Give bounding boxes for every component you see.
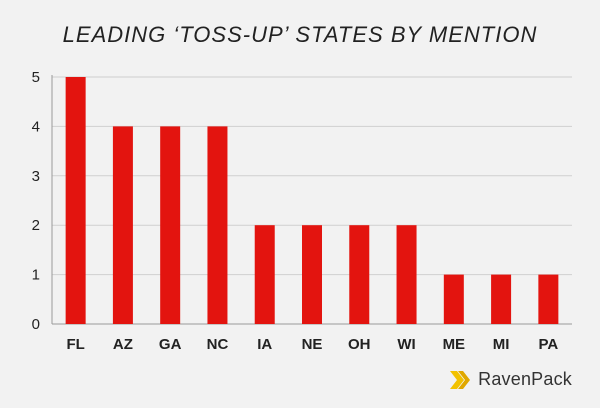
- bar-GA: [160, 126, 181, 325]
- x-tick-label-PA: PA: [538, 336, 558, 353]
- x-tick-labels: FL AZ GA NC IA NE OH WI ME MI PA: [66, 336, 558, 353]
- bar-WI: [396, 225, 417, 324]
- y-tick-label-1: 1: [32, 267, 40, 284]
- x-tick-label-ME: ME: [443, 336, 466, 353]
- ravenpack-logo-icon: [450, 370, 471, 389]
- ravenpack-logo: RavenPack: [450, 369, 572, 390]
- y-tick-label-2: 2: [32, 217, 40, 234]
- x-tick-label-NC: NC: [207, 336, 229, 353]
- y-tick-labels: 0 1 2 3 4 5: [32, 69, 40, 333]
- chart-title: LEADING ‘TOSS-UP’ STATES BY MENTION: [62, 22, 538, 47]
- x-tick-label-MI: MI: [493, 336, 510, 353]
- y-tick-label-3: 3: [32, 168, 40, 185]
- y-tick-label-0: 0: [32, 316, 40, 333]
- x-tick-label-AZ: AZ: [113, 336, 133, 353]
- bar-MI: [491, 274, 512, 324]
- bar-NC: [207, 126, 228, 325]
- bar-ME: [443, 274, 464, 324]
- x-tick-label-OH: OH: [348, 336, 371, 353]
- brand-name: RavenPack: [478, 369, 572, 389]
- bar-AZ: [112, 126, 133, 325]
- bars: [65, 77, 559, 325]
- x-tick-label-NE: NE: [302, 336, 323, 353]
- y-tick-label-4: 4: [32, 118, 40, 135]
- x-tick-label-IA: IA: [257, 336, 272, 353]
- x-tick-label-GA: GA: [159, 336, 182, 353]
- bar-NE: [302, 225, 322, 324]
- y-tick-label-5: 5: [32, 69, 40, 86]
- x-tick-label-FL: FL: [66, 336, 84, 353]
- x-tick-label-WI: WI: [397, 336, 415, 353]
- bar-IA: [254, 225, 275, 324]
- bar-OH: [349, 225, 370, 324]
- bar-PA: [538, 274, 559, 324]
- bar-FL: [65, 77, 86, 324]
